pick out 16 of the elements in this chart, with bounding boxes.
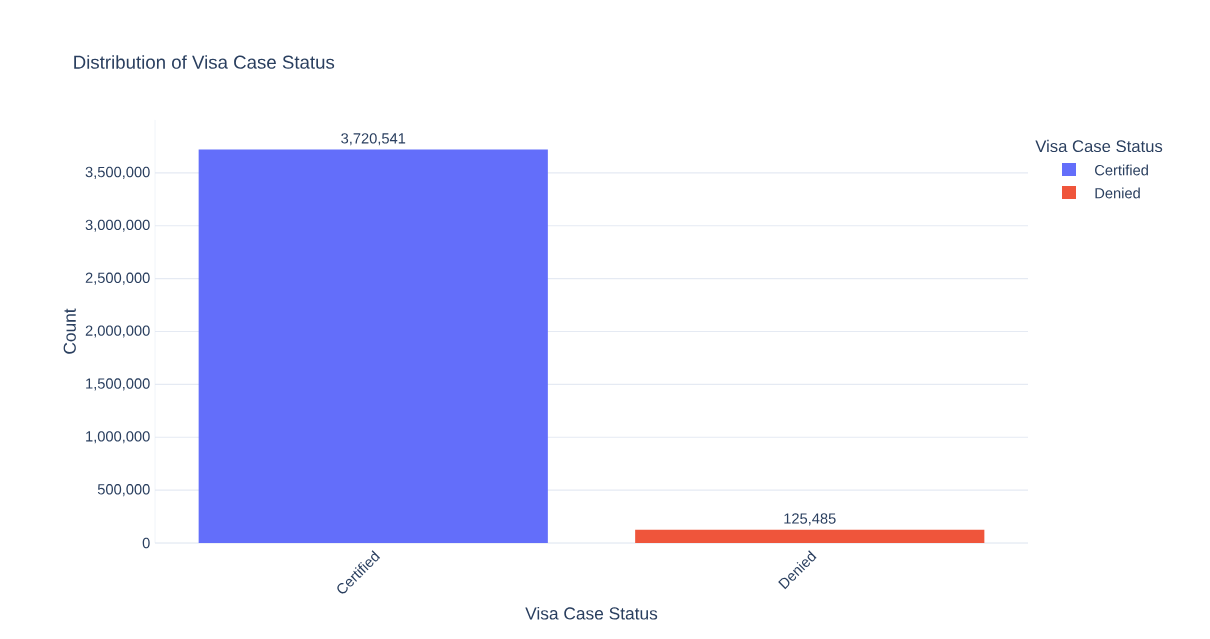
legend-title: Visa Case Status: [1035, 139, 1163, 153]
legend-label: Certified: [1095, 164, 1148, 176]
y-tick-label: 500,000: [97, 484, 150, 497]
y-axis-title: Count: [63, 308, 76, 354]
y-tick-label: 1,500,000: [86, 378, 150, 391]
y-tick-label: 3,500,000: [85, 166, 150, 179]
y-tick-label: 3,000,000: [85, 219, 150, 232]
y-tick-label: 2,500,000: [85, 272, 150, 285]
chart-title: Distribution of Visa Case Status: [74, 55, 335, 69]
y-tick-label: 0: [142, 537, 150, 549]
y-tick-label: 2,000,000: [85, 325, 150, 338]
x-axis-title: Visa Case Status: [525, 606, 658, 620]
y-tick-label: 1,000,000: [86, 431, 150, 444]
legend-label: Denied: [1095, 187, 1140, 199]
data-label: 3,720,541: [341, 133, 406, 146]
data-label: 125,485: [784, 513, 836, 526]
